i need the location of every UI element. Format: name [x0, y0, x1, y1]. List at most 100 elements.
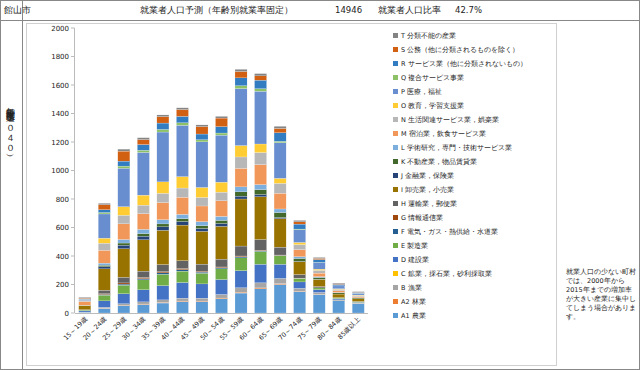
bar-segment [313, 294, 325, 313]
bar-segment [176, 270, 188, 271]
note-text: 就業人口の少ない町村では、2000年から2015年までの増加率が大きい産業に集中… [566, 268, 636, 322]
bar-segment [294, 282, 306, 288]
bar-segment [118, 161, 130, 166]
y-tick-label: 1800 [51, 53, 69, 61]
bar-segment [137, 304, 149, 313]
bar-segment [274, 264, 286, 278]
bar-segment [118, 285, 130, 294]
legend-swatch [393, 89, 398, 94]
legend-label: G 情報通信業 [401, 214, 443, 222]
bar-segment [235, 246, 247, 256]
bar-segment [98, 213, 110, 214]
bar-segment [294, 222, 306, 224]
bar-segment [118, 207, 130, 216]
bar-segment [118, 283, 130, 284]
bar-segment [98, 210, 110, 213]
bar-segment [118, 277, 130, 283]
legend-label: J 金融業，保険業 [400, 172, 454, 180]
bar-segment [215, 268, 227, 269]
bar-segment [157, 193, 169, 202]
legend-swatch [393, 173, 398, 178]
bar-segment [255, 264, 267, 283]
bar-segment [196, 197, 208, 206]
bar-segment [352, 295, 364, 296]
bar-segment [137, 279, 149, 280]
bar-segment [196, 302, 208, 313]
legend-label: D 建設業 [401, 256, 429, 264]
bar-segment [333, 283, 345, 285]
bar-segment [255, 283, 267, 288]
bar-segment [196, 231, 208, 264]
bar-segment [196, 273, 208, 284]
bar-segment [333, 299, 345, 300]
legend-swatch [393, 131, 398, 136]
bar-segment [333, 299, 345, 301]
bar-segment [157, 230, 169, 264]
bar-segment [352, 292, 364, 294]
ratio-label: 就業者人口比率 [378, 5, 441, 15]
bar-segment [294, 278, 306, 282]
bar-segment [176, 197, 188, 214]
bar-segment [255, 144, 267, 153]
legend-label: A2 林業 [401, 298, 426, 306]
legend-label: I 卸売業，小売業 [401, 186, 454, 194]
bar-segment [255, 239, 267, 250]
bar-segment [313, 273, 325, 277]
bar-segment [157, 129, 169, 132]
bar-segment [215, 226, 227, 259]
bar-segment [313, 292, 325, 294]
outer-frame [1, 1, 640, 370]
bar-segment [98, 295, 110, 301]
bar-segment [79, 297, 91, 299]
bar-segment [294, 224, 306, 229]
bar-segment [333, 289, 345, 290]
bar-segment [274, 256, 286, 265]
bar-segment [157, 272, 169, 273]
bar-segment [79, 312, 91, 313]
bar-segment [294, 288, 306, 291]
bar-segment [196, 134, 208, 140]
bar-segment [274, 213, 286, 218]
bar-segment [98, 238, 110, 243]
legend-swatch [393, 159, 398, 164]
bar-segment [79, 311, 91, 312]
bar-segment [352, 303, 364, 305]
bar-segment [333, 294, 345, 298]
bar-segment [98, 267, 110, 269]
bar-segment [255, 80, 267, 89]
bar-segment [137, 290, 149, 302]
y-axis-label: 年齢別産業構造（２０４０） [4, 100, 17, 149]
bar-segment [157, 203, 169, 220]
bar-segment [176, 271, 188, 282]
bar-segment [235, 89, 247, 146]
bar-segment [98, 263, 110, 265]
bar-segment [235, 187, 247, 192]
bar-segment [235, 86, 247, 89]
bar-segment [352, 303, 364, 304]
bar-segment [352, 304, 364, 313]
header-divider [0, 20, 640, 21]
y-tick-label: 1400 [51, 110, 69, 118]
bar-segment [79, 302, 91, 306]
legend-label: N 生活関連サービス業，娯楽業 [401, 116, 499, 124]
legend-label: R サービス業（他に分類されないもの） [401, 60, 527, 68]
bar-segment [98, 269, 110, 290]
bar-segment [118, 224, 130, 240]
legend-swatch [393, 257, 398, 262]
bar-segment [196, 125, 208, 127]
legend-swatch [393, 215, 398, 220]
bar-segment [274, 133, 286, 142]
bar-segment [196, 187, 208, 197]
bar-segment [137, 280, 149, 290]
bar-segment [98, 307, 110, 308]
bars [79, 69, 365, 313]
bar-segment [176, 225, 188, 261]
bar-segment [274, 141, 286, 142]
bar-segment [274, 183, 286, 193]
bar-segment [294, 250, 306, 257]
bar-segment [137, 236, 149, 240]
bar-segment [176, 125, 188, 176]
bar-segment [333, 284, 345, 285]
bar-segment [157, 123, 169, 129]
bar-segment [313, 278, 325, 280]
